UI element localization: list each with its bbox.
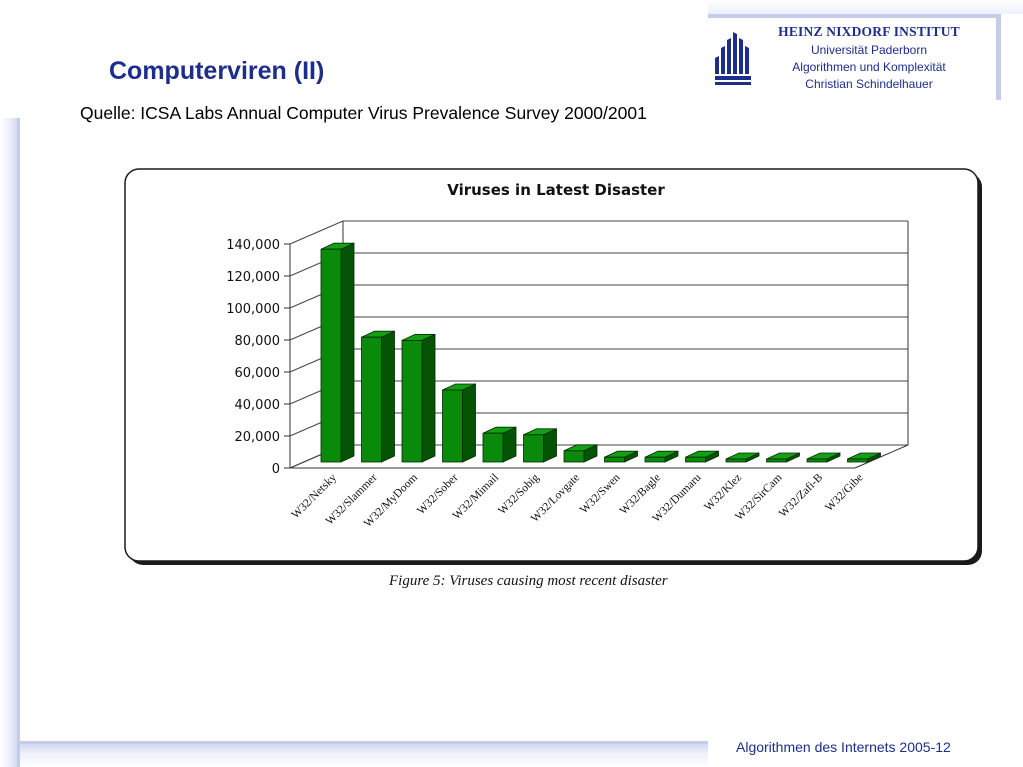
bar-front <box>442 389 463 463</box>
y-tick-label: 100,000 <box>226 302 280 317</box>
chart-title: Viruses in Latest Disaster <box>447 181 665 199</box>
bar-front <box>563 450 585 463</box>
bar-front <box>685 456 706 463</box>
bar <box>685 450 719 463</box>
bar-side <box>340 242 355 463</box>
bar <box>482 426 517 463</box>
institute-name: HEINZ NIXDORF INSTITUT <box>778 24 960 39</box>
bar-front <box>482 432 504 463</box>
bar <box>604 450 638 463</box>
bar-front <box>644 456 666 463</box>
bar <box>725 452 760 463</box>
bar-front <box>847 458 868 463</box>
bar-side <box>462 383 476 463</box>
bar-front <box>604 456 625 463</box>
frame-bottom-bar <box>20 741 708 767</box>
y-tick-label: 20,000 <box>235 430 281 445</box>
figure-caption: Figure 5: Viruses causing most recent di… <box>389 573 668 589</box>
institute-author: Christian Schindelhauer <box>805 77 933 91</box>
frame-right-bar <box>996 14 1001 100</box>
bar-front <box>320 248 342 463</box>
institute-block: HEINZ NIXDORF INSTITUT Universität Pader… <box>758 24 980 93</box>
bar <box>766 452 800 463</box>
bar-side <box>421 333 436 463</box>
bar <box>847 452 881 463</box>
bar-front <box>361 336 382 463</box>
page-title: Computerviren (II) <box>109 57 325 85</box>
bar <box>401 333 436 463</box>
y-tick-label: 80,000 <box>235 334 281 349</box>
bar <box>361 330 395 463</box>
y-tick-label: 120,000 <box>226 270 280 285</box>
institute-university: Universität Paderborn <box>810 43 928 57</box>
bar-front <box>725 458 747 463</box>
institute-department: Algorithmen und Komplexität <box>792 60 946 74</box>
institute-logo-icon <box>715 32 751 85</box>
bar <box>442 383 476 463</box>
bar <box>320 242 355 463</box>
bar-front <box>401 339 423 463</box>
bar-front <box>806 458 828 463</box>
gridline-depth <box>289 220 344 245</box>
frame-top-bar <box>708 14 1001 18</box>
footer-text: Algorithmen des Internets 2005-12 <box>736 739 951 755</box>
y-tick-label: 140,000 <box>226 238 280 253</box>
bar <box>563 444 598 463</box>
bar <box>806 452 841 463</box>
source-text: Quelle: ICSA Labs Annual Computer Virus … <box>80 103 647 123</box>
top-fade-decoration <box>708 0 1023 14</box>
y-tick-label: 60,000 <box>235 366 281 381</box>
frame-left-bar <box>0 118 20 767</box>
bar-front <box>523 434 544 463</box>
bar-front <box>766 458 787 463</box>
y-tick-label: 0 <box>272 462 280 477</box>
bar-chart: Viruses in Latest Disaster 140,000 120,00… <box>124 168 982 565</box>
bar <box>644 450 679 463</box>
y-tick-label: 40,000 <box>235 398 281 413</box>
bar <box>523 428 557 463</box>
bar-side <box>381 330 395 463</box>
